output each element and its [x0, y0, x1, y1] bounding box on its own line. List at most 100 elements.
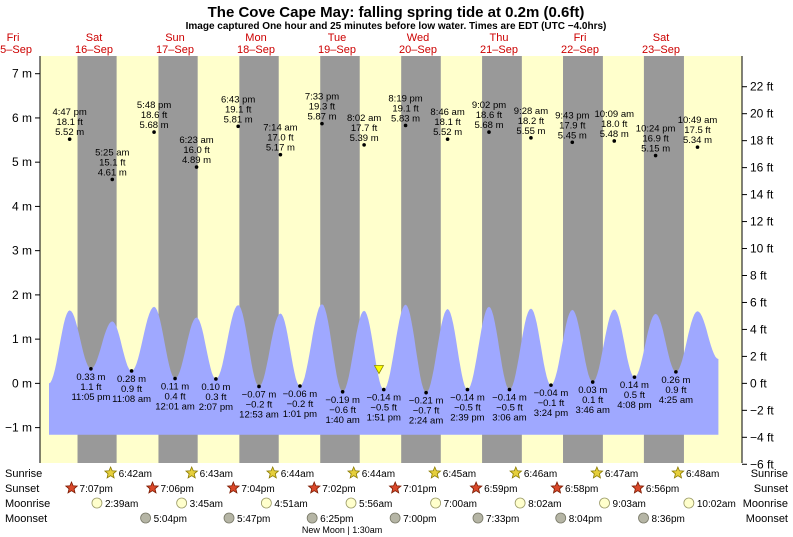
- moonset-row-label-left: Moonset: [5, 513, 47, 525]
- sunset-icon: [64, 480, 79, 494]
- low-tide-point: [590, 380, 595, 384]
- high-tide-point: [67, 137, 72, 141]
- low-tide-m-label: −0.06 m: [283, 389, 318, 400]
- high-tide-time-label: 7:33 pm: [305, 92, 339, 103]
- low-tide-point: [507, 387, 512, 392]
- low-tide-m-label: −0.19 m: [325, 395, 360, 406]
- sunrise-time: 6:44am: [362, 469, 395, 480]
- day-name-label: Fri: [574, 32, 587, 44]
- low-tide-point: [381, 387, 386, 392]
- sunrise-time: 6:48am: [686, 469, 719, 480]
- low-tide-ft-label: −0.5 ft: [496, 403, 523, 414]
- moonset-icon: [223, 512, 235, 524]
- high-tide-time-label: 8:46 am: [430, 107, 464, 118]
- sunrise-time: 6:43am: [200, 469, 233, 480]
- high-tide-time-label: 5:25 am: [95, 147, 129, 158]
- low-tide-ft-label: 1.1 ft: [80, 382, 101, 393]
- low-tide-m-label: −0.07 m: [242, 389, 277, 400]
- sunset-icon: [226, 480, 241, 494]
- low-tide-m-label: 0.03 m: [578, 385, 607, 396]
- low-tide-time-label: 2:24 am: [409, 416, 443, 427]
- high-tide-m-label: 4.89 m: [182, 155, 211, 166]
- low-tide-m-label: 0.28 m: [117, 374, 146, 385]
- day-name-label: Fri: [7, 32, 20, 44]
- low-tide-point: [129, 369, 134, 373]
- sunset-icon: [550, 480, 564, 494]
- low-tide-time-label: 1:40 am: [325, 415, 359, 426]
- low-tide-point: [465, 387, 470, 392]
- moonset-time: 5:47pm: [237, 514, 270, 525]
- low-tide-point: [298, 384, 302, 388]
- high-tide-time-label: 6:43 pm: [221, 94, 255, 105]
- moonrise-time: 4:51am: [274, 499, 307, 510]
- day-date-label: 15–Sep: [0, 44, 32, 56]
- high-tide-m-label: 5.52 m: [433, 127, 462, 138]
- low-tide-m-label: −0.14 m: [450, 393, 485, 404]
- high-tide-point: [403, 123, 408, 128]
- high-tide-point: [194, 165, 199, 169]
- left-axis-tick-label: 5 m: [12, 155, 32, 169]
- day-date-label: 18–Sep: [237, 44, 275, 56]
- left-axis-tick-label: −1 m: [5, 421, 32, 435]
- high-tide-ft-label: 17.9 ft: [559, 120, 586, 131]
- right-axis-tick-label: 12 ft: [750, 215, 774, 229]
- moonrise-icon: [345, 497, 357, 509]
- sunset-time: 7:02pm: [322, 484, 355, 495]
- low-tide-time-label: 3:06 am: [492, 413, 526, 424]
- sunrise-time: 6:45am: [443, 469, 476, 480]
- day-date-label: 17–Sep: [156, 44, 194, 56]
- day-name-label: Thu: [490, 32, 509, 44]
- moonrise-time: 7:00am: [444, 499, 477, 510]
- right-axis-tick-label: 2 ft: [750, 349, 767, 363]
- sunset-time: 7:04pm: [241, 484, 274, 495]
- chart-subtitle: Image captured One hour and 25 minutes b…: [186, 21, 607, 32]
- left-axis-tick-label: 6 m: [12, 111, 32, 125]
- day-name-label: Wed: [407, 32, 429, 44]
- high-tide-m-label: 5.15 m: [641, 144, 670, 155]
- sunset-icon: [307, 480, 321, 494]
- low-tide-ft-label: −0.6 ft: [329, 405, 356, 416]
- sunrise-icon: [671, 465, 685, 479]
- sunset-icon: [388, 480, 402, 494]
- day-name-label: Tue: [328, 32, 347, 44]
- high-tide-time-label: 8:19 pm: [388, 93, 422, 104]
- right-axis-tick-label: 20 ft: [750, 107, 774, 121]
- high-tide-time-label: 10:24 pm: [636, 124, 676, 135]
- low-tide-point: [89, 366, 93, 371]
- sunset-time: 6:56pm: [646, 484, 679, 495]
- moonset-time: 8:36pm: [652, 514, 685, 525]
- high-tide-point: [487, 130, 491, 134]
- high-tide-m-label: 5.81 m: [224, 114, 253, 125]
- high-tide-point: [612, 139, 617, 143]
- low-tide-time-label: 1:01 pm: [283, 409, 317, 420]
- moonrise-time: 2:39am: [105, 499, 138, 510]
- low-tide-time-label: 12:53 am: [239, 409, 279, 420]
- right-axis-tick-label: 6 ft: [750, 295, 767, 309]
- sunset-row-label-right: Sunset: [754, 483, 788, 495]
- moonrise-time: 5:56am: [359, 499, 392, 510]
- moonrise-row-label-right: Moonrise: [743, 498, 788, 510]
- low-tide-point: [632, 375, 637, 379]
- left-axis-tick-label: 4 m: [12, 199, 32, 213]
- high-tide-time-label: 5:48 pm: [137, 100, 171, 111]
- low-tide-time-label: 4:25 am: [659, 395, 693, 406]
- right-axis-tick-label: 10 ft: [750, 242, 774, 256]
- moonset-time: 6:25pm: [320, 514, 353, 525]
- right-axis-tick-label: −6 ft: [750, 457, 774, 471]
- sunset-time: 7:06pm: [160, 484, 193, 495]
- high-tide-ft-label: 15.1 ft: [99, 157, 126, 168]
- low-tide-m-label: −0.14 m: [492, 393, 527, 404]
- low-tide-ft-label: −0.2 ft: [246, 399, 273, 410]
- low-tide-time-label: 11:05 pm: [71, 392, 110, 403]
- high-tide-m-label: 5.68 m: [140, 120, 169, 131]
- low-tide-m-label: 0.11 m: [161, 382, 189, 393]
- low-tide-ft-label: 0.9 ft: [665, 385, 686, 396]
- right-axis-tick-label: −2 ft: [750, 403, 774, 417]
- high-tide-time-label: 8:02 am: [347, 113, 381, 124]
- low-tide-point: [340, 389, 345, 394]
- high-tide-time-label: 9:28 am: [514, 106, 548, 117]
- left-axis-tick-label: 7 m: [12, 67, 32, 81]
- moonrise-icon: [514, 497, 526, 509]
